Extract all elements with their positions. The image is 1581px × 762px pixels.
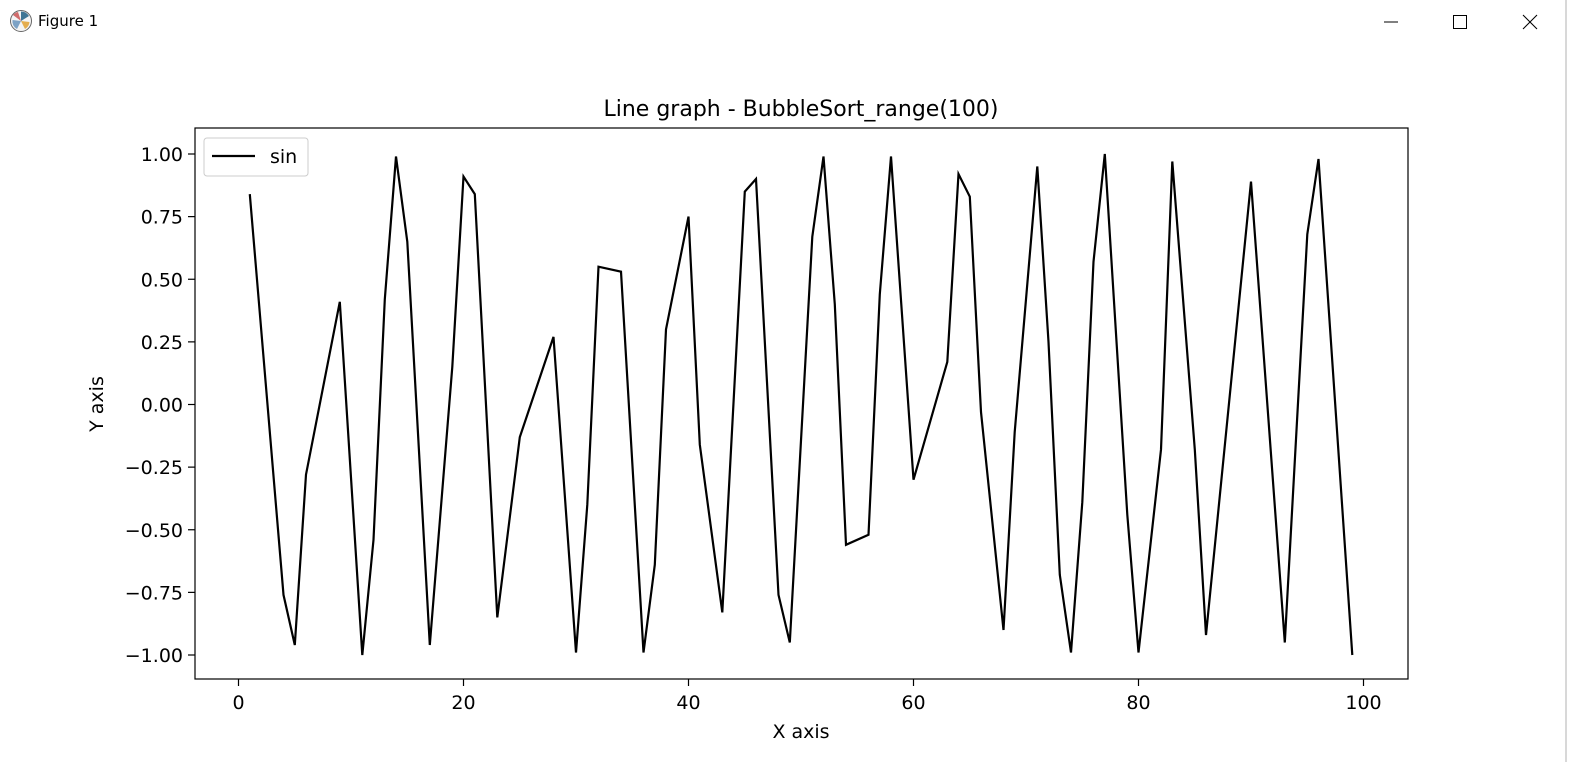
y-tick-label: 0.50 (141, 269, 183, 291)
y-tick-label: −0.25 (125, 457, 183, 479)
x-axis-label: X axis (772, 721, 829, 743)
y-tick-label: 1.00 (141, 144, 183, 166)
window-edge (1565, 0, 1567, 762)
minimize-icon (1384, 21, 1398, 23)
matplotlib-icon (10, 10, 32, 32)
maximize-button[interactable] (1425, 0, 1495, 44)
x-tick-label: 40 (676, 692, 700, 714)
x-tick-label: 80 (1126, 692, 1150, 714)
x-tick-label: 60 (901, 692, 925, 714)
y-tick-label: −0.50 (125, 520, 183, 542)
chart-title: Line graph - BubbleSort_range(100) (603, 97, 998, 122)
y-axis-ticks: 1.00 0.75 0.50 0.25 0.00 −0.25 −0.50 −0.75 −1.00 (125, 144, 195, 667)
x-tick-label: 20 (451, 692, 475, 714)
series-line-sin (248, 153, 1354, 656)
chart-legend: sin (203, 137, 309, 177)
y-tick-label: −1.00 (125, 645, 183, 667)
y-tick-label: 0.00 (141, 395, 183, 417)
window-title: Figure 1 (38, 12, 99, 30)
maximize-icon (1453, 15, 1467, 29)
y-tick-label: −0.75 (125, 582, 183, 604)
legend-label-sin: sin (270, 146, 297, 168)
legend-box (203, 137, 309, 177)
window-titlebar: Figure 1 (0, 0, 1581, 44)
close-icon (1522, 14, 1538, 30)
y-axis-label: Y axis (86, 376, 108, 433)
close-button[interactable] (1495, 0, 1565, 44)
plot-area-frame (194, 127, 1409, 680)
minimize-button[interactable] (1356, 0, 1426, 44)
x-axis-ticks: 0 20 40 60 80 100 (232, 679, 1382, 714)
y-tick-label: 0.25 (141, 332, 183, 354)
y-tick-label: 0.75 (141, 207, 183, 229)
line-chart: Line graph - BubbleSort_range(100) 1.00 0… (86, 97, 1409, 743)
x-tick-label: 100 (1345, 692, 1381, 714)
x-tick-label: 0 (232, 692, 244, 714)
